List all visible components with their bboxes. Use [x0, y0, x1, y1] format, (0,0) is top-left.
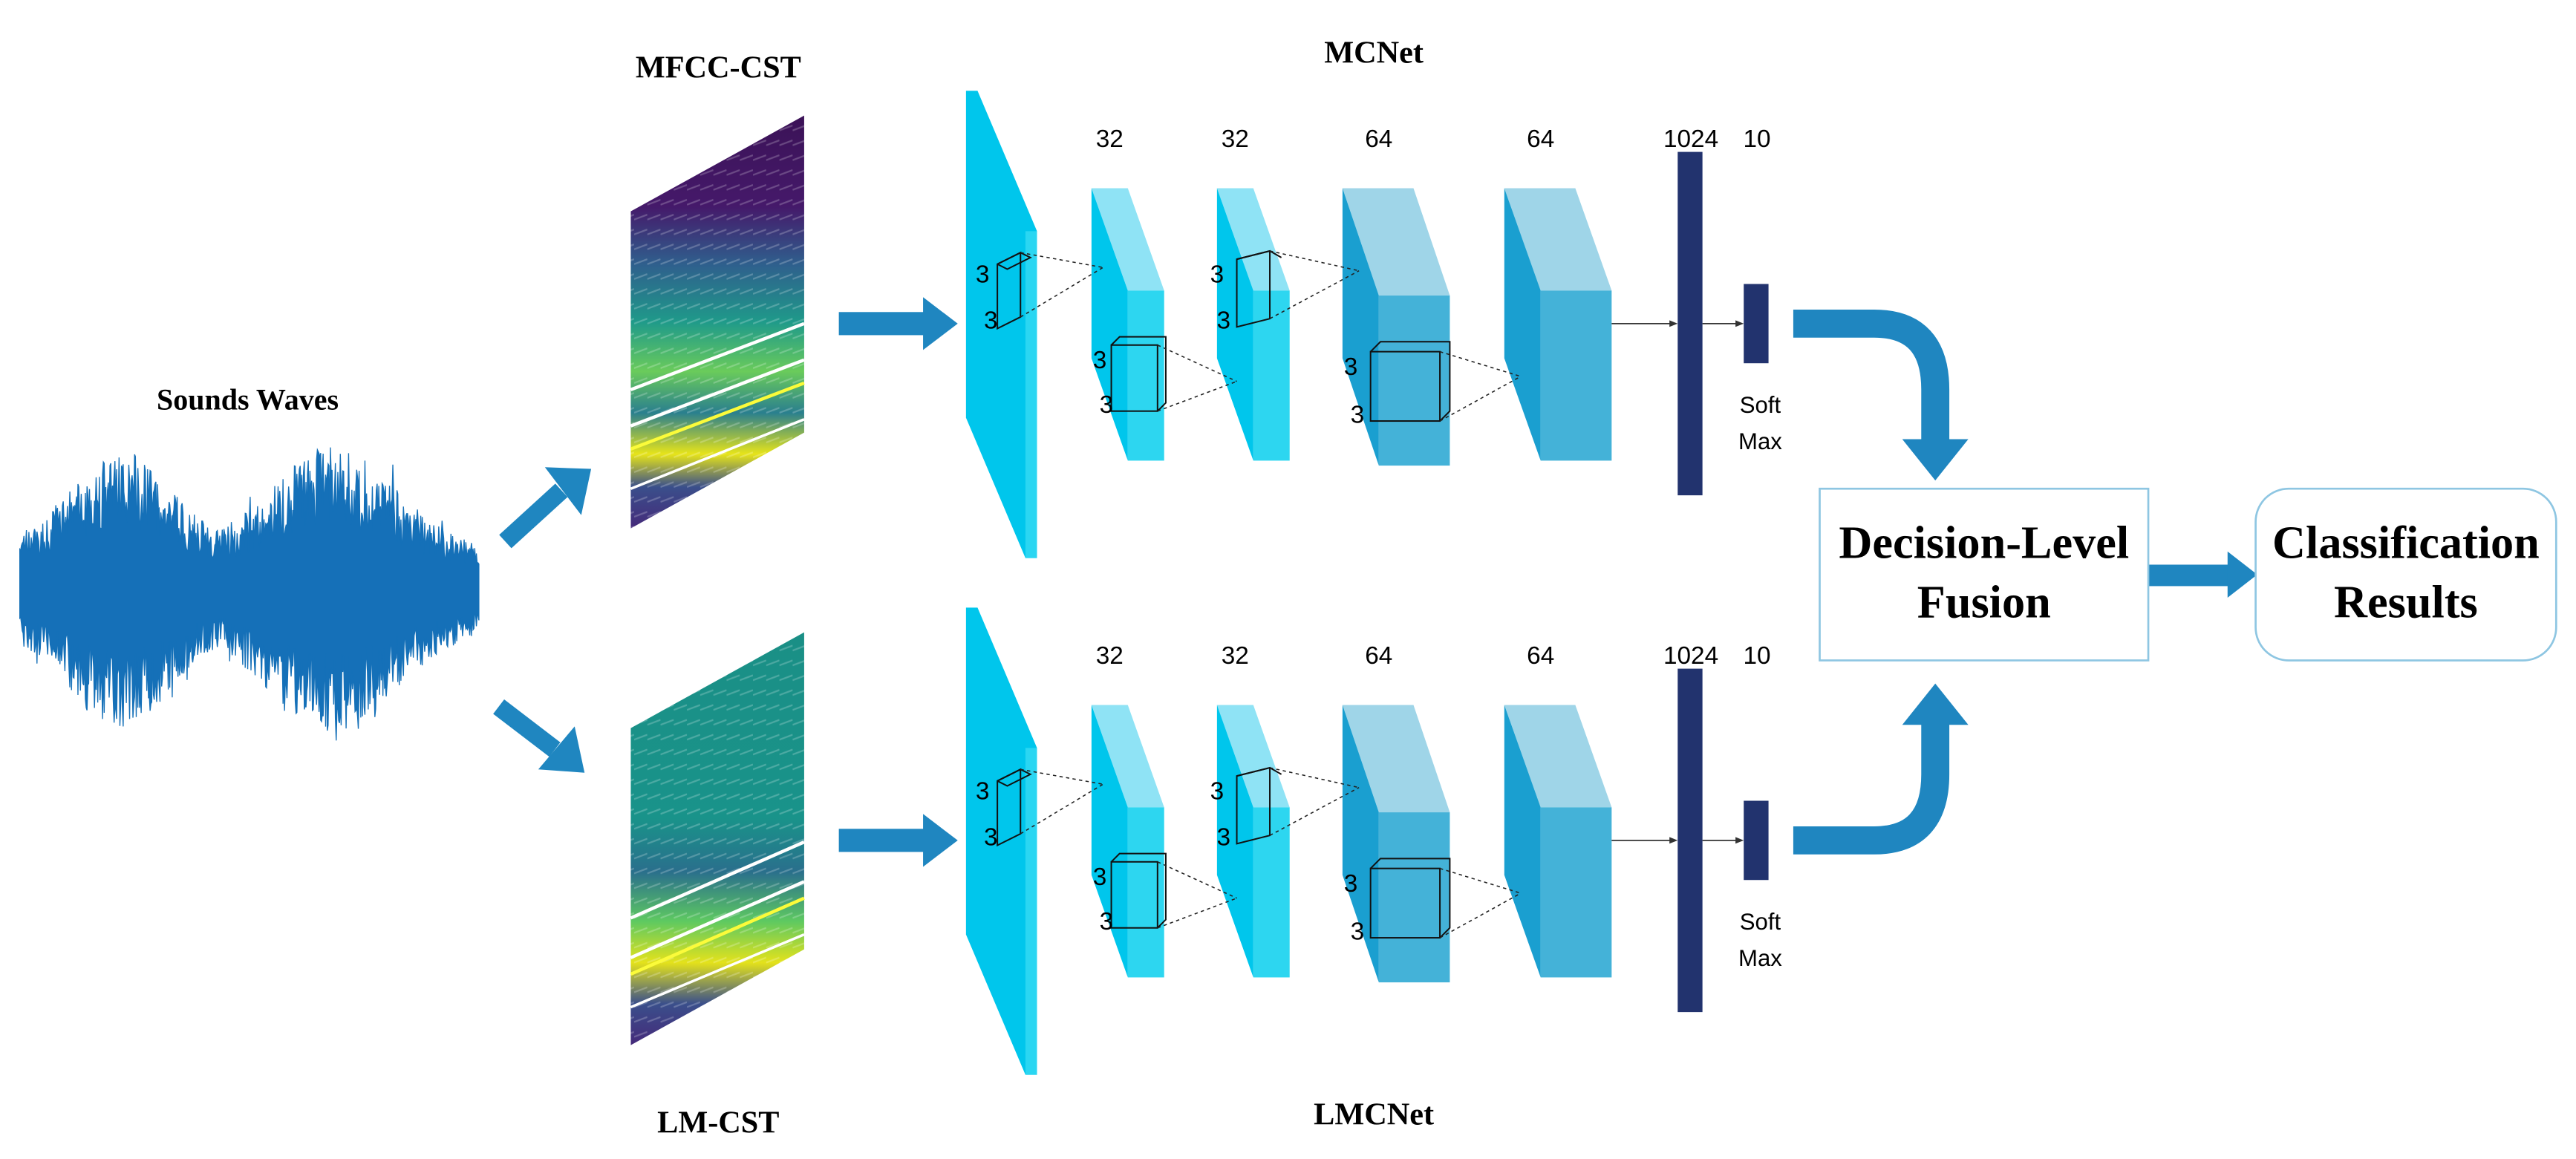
arrow-lm-to-lmcnet: [838, 814, 958, 867]
fusion-box: [1819, 487, 2150, 662]
mcnet-conv4-size: 64: [1527, 125, 1554, 153]
lmcnet-k2a: 3: [1093, 863, 1107, 891]
mfcc-cst-label: MFCC-CST: [636, 50, 801, 85]
lmcnet-k3a: 3: [1210, 777, 1225, 805]
mcnet-fc-connectors: [1611, 320, 1744, 327]
mcnet-input-layer: [965, 91, 1037, 558]
lmcnet-conv1-size: 32: [1096, 642, 1124, 670]
arrow-lmcnet-to-fusion: [1793, 683, 1969, 855]
lm-cst-label: LM-CST: [657, 1105, 779, 1140]
mcnet-conv1-size: 32: [1096, 125, 1124, 153]
mcnet-softmax-line2: Max: [1738, 428, 1782, 454]
arrow-mfcc-to-mcnet: [838, 297, 958, 350]
lmcnet-conv3-size: 64: [1365, 642, 1392, 670]
sound-waves-title: Sounds Waves: [157, 382, 339, 416]
lmcnet-conv4: [1504, 705, 1612, 978]
results-line2: Results: [2334, 578, 2478, 630]
lmcnet-kernel-connectors: [997, 766, 1522, 939]
lmcnet-conv2-size: 32: [1222, 642, 1249, 670]
mcnet-kernel-connectors: [997, 249, 1522, 422]
mcnet-conv4: [1504, 188, 1612, 461]
lmcnet-conv1: [1091, 705, 1164, 978]
mcnet-conv3: [1342, 188, 1450, 466]
results-text-wrap: Classification Results: [2272, 518, 2540, 630]
arrow-fusion-to-results: [2148, 551, 2257, 598]
mcnet-conv2: [1216, 188, 1290, 461]
lmcnet-dense2-size: 10: [1743, 642, 1770, 670]
lmcnet-k1b: 3: [984, 824, 998, 852]
mcnet-k4b: 3: [1351, 401, 1365, 428]
lmcnet-input-layer: [965, 607, 1037, 1075]
lmcnet-k1a: 3: [976, 777, 990, 805]
lmcnet-softmax-line1: Soft: [1740, 909, 1781, 935]
lmcnet-conv2: [1216, 705, 1290, 978]
lmcnet-k3b: 3: [1216, 824, 1230, 852]
lmcnet-network: 32 32 64 64 1024 10 3 3 3 3 3 3 3 3 Soft…: [965, 607, 1782, 1075]
mcnet-k4a: 3: [1344, 353, 1358, 381]
arrow-wave-to-lm: [493, 699, 585, 773]
mcnet-k2b: 3: [1100, 391, 1114, 419]
fusion-line1: Decision-Level: [1839, 518, 2130, 570]
fusion-line2: Fusion: [1917, 578, 2051, 630]
arrow-wave-to-mfcc: [499, 467, 592, 549]
lmcnet-dense-1024: [1677, 668, 1703, 1013]
lmcnet-conv4-size: 64: [1527, 642, 1554, 670]
mcnet-k3a: 3: [1210, 261, 1225, 288]
results-box: [2254, 487, 2557, 662]
lmcnet-k4a: 3: [1344, 870, 1358, 898]
fusion-text-wrap: Decision-Level Fusion: [1839, 518, 2130, 630]
mfcc-spectrogram: [630, 115, 805, 529]
mcnet-conv3-size: 64: [1365, 125, 1392, 153]
lm-spectrogram: [630, 632, 805, 1045]
arrow-mcnet-to-fusion: [1793, 309, 1969, 481]
lmcnet-dense1-size: 1024: [1663, 642, 1718, 670]
mcnet-title: MCNet: [1324, 36, 1424, 71]
lmcnet-softmax-line2: Max: [1738, 945, 1782, 971]
waveform-shape: [19, 447, 480, 741]
mcnet-dense2-size: 10: [1743, 125, 1770, 153]
lmcnet-conv3: [1342, 705, 1450, 983]
results-line1: Classification: [2272, 518, 2540, 570]
lmcnet-title: LMCNet: [1314, 1097, 1434, 1132]
mcnet-softmax-line1: Soft: [1740, 392, 1781, 418]
waveform: [19, 447, 480, 741]
mcnet-k3b: 3: [1216, 307, 1230, 335]
mcnet-dense-1024: [1677, 151, 1703, 496]
lmcnet-k4b: 3: [1351, 918, 1365, 945]
mcnet-network: 32 32 64 64 1024 10 3 3 3 3 3 3 3 3 Soft…: [965, 91, 1782, 558]
mcnet-conv2-size: 32: [1222, 125, 1249, 153]
mcnet-conv1: [1091, 188, 1164, 461]
mcnet-k2a: 3: [1093, 347, 1107, 374]
mcnet-k1a: 3: [976, 261, 990, 288]
lmcnet-fc-connectors: [1611, 837, 1744, 844]
mcnet-dense-10: [1744, 284, 1769, 364]
lmcnet-dense-10: [1744, 800, 1769, 881]
mcnet-dense1-size: 1024: [1663, 125, 1718, 153]
lmcnet-k2b: 3: [1100, 908, 1114, 936]
mcnet-k1b: 3: [984, 307, 998, 335]
